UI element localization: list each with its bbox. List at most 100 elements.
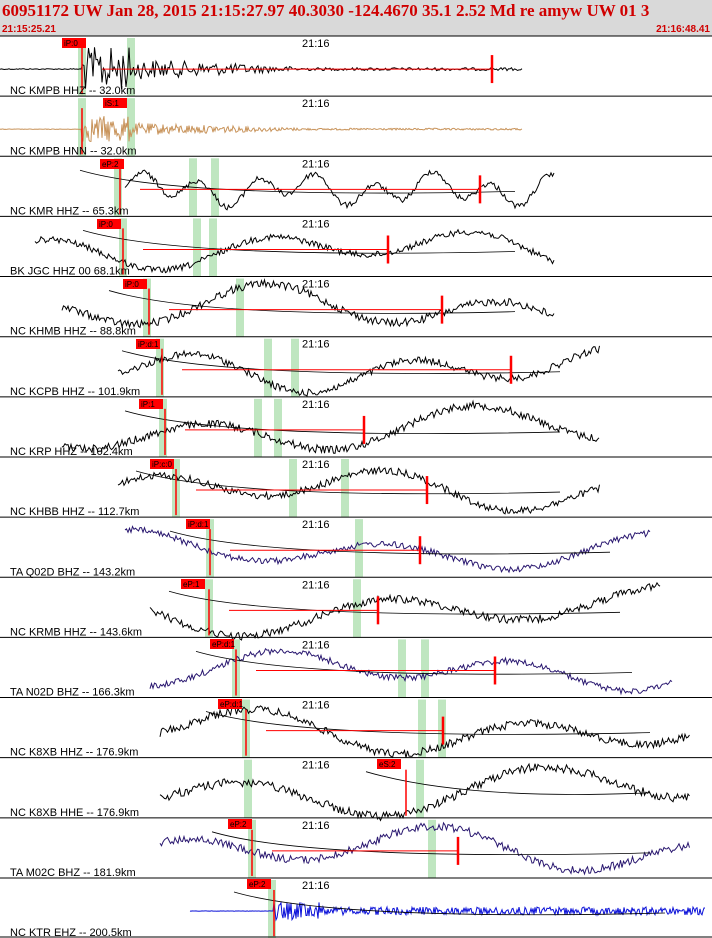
pick-box — [377, 759, 401, 769]
pick-highlight — [127, 38, 135, 97]
pick-label: eP:1 — [183, 580, 200, 589]
pick-label: eP:2 — [102, 160, 119, 169]
pick-highlight — [211, 158, 219, 217]
pick-box — [210, 639, 234, 649]
pick-highlight — [355, 519, 363, 578]
pick-label: eP:2 — [230, 820, 247, 829]
waveform — [159, 705, 690, 759]
travel-time-curve — [169, 530, 611, 555]
travel-time-curve — [195, 651, 633, 675]
pick-highlight — [418, 699, 426, 758]
pick-highlight — [421, 639, 429, 698]
pick-highlight — [254, 398, 262, 457]
station-label: NC KCPB HHZ -- 101.9km — [10, 386, 140, 398]
pick-label: eS:2 — [379, 760, 396, 769]
minute-marker-label: 21:16 — [302, 760, 330, 772]
pick-highlight — [341, 458, 349, 518]
station-label: TA M02C BHZ -- 181.9km — [10, 867, 136, 879]
pick-highlight — [289, 458, 297, 518]
start-time-label: 21:15:25.21 — [2, 24, 56, 35]
station-label: NC KHMB HHZ -- 88.8km — [10, 326, 136, 338]
waveform — [0, 47, 523, 90]
minute-marker-label: 21:16 — [302, 399, 330, 411]
pick-label: iP:0 — [99, 220, 113, 229]
minute-marker-label: 21:16 — [302, 519, 330, 531]
event-title: 60951172 UW Jan 28, 2015 21:15:27.97 40.… — [2, 1, 650, 20]
pick-box — [181, 579, 205, 589]
waveform — [189, 901, 705, 922]
waveform — [61, 278, 555, 329]
minute-marker-label: 21:16 — [302, 98, 330, 110]
pick-highlight — [127, 98, 135, 157]
pick-label: iP:0 — [64, 39, 78, 48]
trace-panel: 21:16 iP:0 BK JGC HHZ 00 68.1km — [0, 215, 712, 278]
trace-panel: 21:16 iP:d:1 NC KCPB HHZ -- 101.9km — [0, 336, 712, 398]
travel-time-curve — [135, 470, 561, 495]
trace-panel: 21:16 eP:2 NC KMR HHZ -- 65.3km — [0, 155, 712, 217]
pick-box — [186, 519, 210, 529]
pick-label: iP:d:1 — [188, 520, 209, 529]
station-label: TA Q02D BHZ -- 143.2km — [10, 566, 135, 578]
travel-time-curve — [365, 771, 651, 795]
pick-box — [218, 699, 242, 709]
minute-marker-label: 21:16 — [302, 158, 330, 170]
trace-panel: 21:16 eP:1 NC KRMB HHZ -- 143.6km — [0, 576, 712, 641]
station-label: NC KMPB HNN -- 32.0km — [10, 145, 137, 157]
pick-highlight — [416, 759, 424, 818]
pick-highlight — [398, 639, 406, 698]
travel-time-curve — [205, 711, 651, 735]
trace-panel: 21:16 iP:1 NC KRP HHZ -- 102.4km — [0, 396, 712, 458]
station-label: NC KTR EHZ -- 200.5km — [10, 927, 132, 938]
station-label: BK JGC HHZ 00 68.1km — [10, 266, 130, 278]
pick-label: iP:c:0 — [152, 460, 173, 469]
pick-box — [247, 879, 271, 889]
station-label: NC K8XB HHE -- 176.9km — [10, 807, 139, 819]
minute-marker-label: 21:16 — [302, 700, 330, 712]
pick-box — [136, 339, 160, 349]
pick-box — [228, 819, 252, 829]
end-time-label: 21:16:48.41 — [656, 24, 710, 35]
station-label: NC KMPB HHZ -- 32.0km — [10, 85, 135, 97]
trace-panel: 21:16 iP:c:0 NC KHBB HHZ -- 112.7km — [0, 456, 712, 518]
pick-highlight — [156, 338, 164, 397]
trace-panel: 21:16 eP:2 TA M02C BHZ -- 181.9km — [0, 817, 712, 879]
pick-highlight — [143, 278, 151, 337]
station-label: NC KHBB HHZ -- 112.7km — [10, 506, 139, 518]
waveform — [124, 169, 555, 211]
trace-panel: 21:16 eP:d:1 TA N02D BHZ -- 166.3km — [0, 636, 712, 699]
travel-time-curve — [82, 230, 516, 254]
minute-marker-label: 21:16 — [302, 639, 330, 651]
station-label: NC KRMB HHZ -- 143.6km — [10, 626, 142, 638]
waveform — [159, 821, 690, 876]
travel-time-curve — [211, 831, 651, 856]
station-label: NC K8XB HHZ -- 176.9km — [10, 747, 138, 759]
pick-box — [62, 38, 86, 48]
pick-highlight — [428, 819, 436, 878]
header-bar: 60951172 UW Jan 28, 2015 21:15:27.97 40.… — [0, 0, 712, 36]
pick-label: iP:d:1 — [138, 340, 159, 349]
pick-label: iP:0 — [125, 280, 139, 289]
waveform — [117, 466, 600, 515]
pick-highlight — [209, 218, 217, 277]
minute-marker-label: 21:16 — [302, 820, 330, 832]
station-label: NC KMR HHZ -- 65.3km — [10, 205, 129, 217]
pick-highlight — [244, 759, 252, 818]
travel-time-curve — [124, 410, 561, 435]
station-label: NC KRP HHZ -- 102.4km — [10, 446, 133, 458]
pick-box — [103, 98, 127, 108]
waveform — [159, 762, 690, 822]
travel-time-curve — [121, 350, 561, 374]
waveform — [0, 116, 523, 142]
pick-box — [139, 399, 163, 409]
minute-marker-label: 21:16 — [302, 38, 330, 50]
pick-highlight — [274, 398, 282, 457]
trace-panel: 21:16 iP:d:1 TA Q02D BHZ -- 143.2km — [0, 516, 712, 578]
waveform — [34, 228, 555, 274]
waveform — [117, 345, 600, 397]
minute-marker-label: 21:16 — [302, 218, 330, 230]
pick-box — [123, 279, 147, 289]
pick-highlight — [159, 398, 167, 457]
pick-label: eP:d:1 — [220, 700, 244, 709]
